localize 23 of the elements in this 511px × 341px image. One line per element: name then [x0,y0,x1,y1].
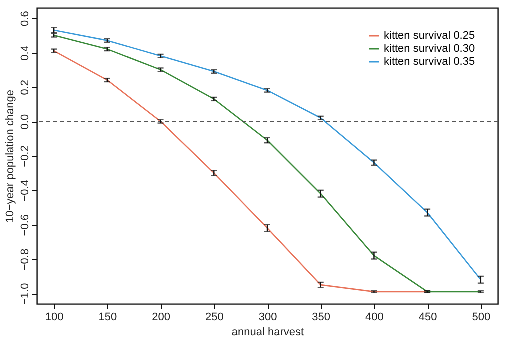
y-tick-label: 0.6 [20,11,32,26]
legend-label: kitten survival 0.35 [384,56,476,68]
y-tick-label: −1.0 [20,283,32,306]
x-tick-label: 350 [312,312,331,324]
y-axis-title: 10−year population change [4,90,16,224]
y-tick-label: −0.8 [20,248,32,271]
legend-label: kitten survival 0.25 [384,30,476,42]
x-tick-label: 300 [258,312,278,324]
x-tick-label: 500 [472,312,491,324]
y-tick-label: −0.4 [20,180,32,202]
y-tick-label: 0.2 [20,80,32,96]
x-tick-label: 150 [98,312,118,324]
x-tick-label: 250 [205,312,224,324]
y-tick-label: −0.6 [20,214,32,236]
y-tick-label: 0.4 [20,46,32,61]
x-axis-title: annual harvest [232,326,304,338]
x-tick-label: 400 [366,312,384,324]
y-tick-label: −0.2 [20,146,32,168]
legend-label: kitten survival 0.30 [384,43,476,55]
x-tick-label: 100 [45,312,64,324]
x-tick-label: 200 [152,312,170,324]
x-tick-label: 450 [418,312,438,324]
y-tick-label: 0.0 [20,114,32,130]
